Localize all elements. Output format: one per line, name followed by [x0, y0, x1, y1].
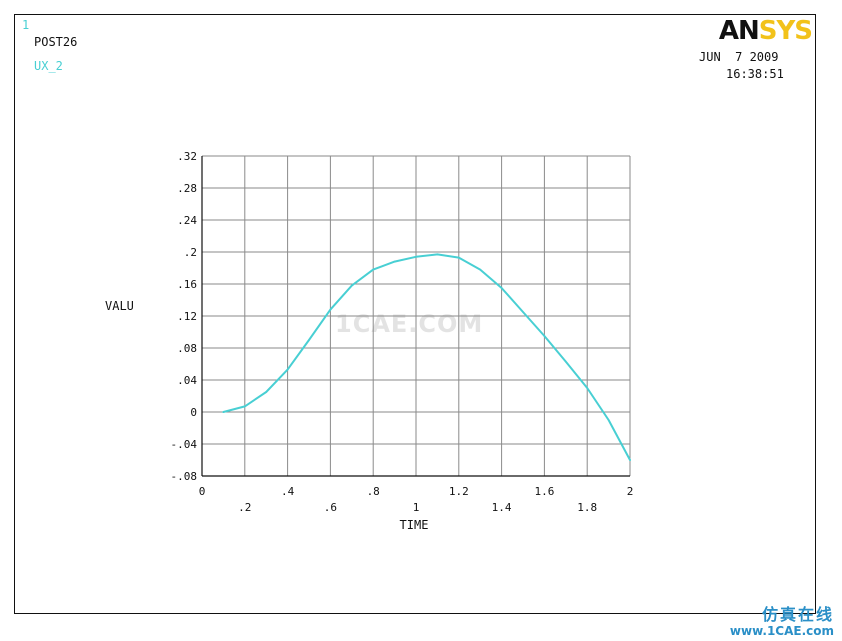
y-tick-label: .04 [177, 374, 197, 387]
time-stamp: 16:38:51 [726, 67, 784, 81]
logo-an: AN [718, 16, 760, 46]
data-point [586, 387, 588, 389]
x-tick-label: 0 [199, 485, 206, 498]
y-tick-label: 0 [190, 406, 197, 419]
y-tick-label: -.08 [171, 470, 198, 483]
y-axis-label: VALU [105, 299, 134, 313]
series-line-ux_2 [222, 253, 631, 461]
x-tick-label: 1.2 [449, 485, 469, 498]
data-point [265, 391, 268, 393]
x-tick-label: 1.8 [577, 501, 597, 514]
x-tick-label: 1.6 [534, 485, 554, 498]
x-axis-label: TIME [400, 518, 429, 532]
data-point [351, 284, 353, 287]
data-point [222, 411, 225, 413]
ansys-logo: ANSYS [718, 16, 813, 46]
variable-label: UX_2 [34, 59, 63, 73]
x-tick-label: .8 [367, 485, 380, 498]
data-point [393, 260, 396, 263]
y-tick-label: .24 [177, 214, 197, 227]
x-tick-label: .6 [324, 501, 337, 514]
x-tick-label: 2 [627, 485, 634, 498]
window-number: 1 [22, 18, 30, 32]
x-tick-label: .4 [281, 485, 295, 498]
data-point [543, 335, 546, 337]
data-point [629, 459, 631, 461]
x-tick-label: 1 [413, 501, 420, 514]
y-tick-label: .28 [177, 182, 197, 195]
data-point [436, 253, 439, 256]
watermark-url: www.1CAE.com [729, 624, 834, 638]
center-watermark: 1CAE.COM [335, 310, 484, 338]
data-point [286, 368, 289, 371]
plot-frame [14, 14, 816, 614]
data-point [607, 419, 610, 421]
y-tick-label: .08 [177, 342, 197, 355]
site-watermark: 仿真在线 www.1CAE.com [729, 605, 834, 639]
data-point [415, 255, 417, 258]
y-tick-label: .16 [177, 278, 197, 291]
y-tick-label: .12 [177, 310, 197, 323]
y-tick-label: .2 [184, 246, 197, 259]
data-point [458, 256, 460, 259]
y-tick-label: .32 [177, 150, 197, 163]
data-point [372, 268, 375, 271]
x-tick-label: .2 [238, 501, 251, 514]
data-point [479, 268, 482, 271]
data-point [308, 339, 310, 341]
data-point [329, 308, 332, 311]
date-stamp: JUN 7 2009 [699, 50, 779, 64]
post-label: POST26 [34, 35, 78, 49]
data-point [522, 311, 524, 313]
watermark-cn: 仿真在线 [761, 605, 834, 624]
x-tick-label: 1.4 [492, 501, 512, 514]
logo-sys: SYS [758, 16, 813, 46]
data-point [565, 360, 567, 363]
data-point [500, 287, 503, 289]
data-point [244, 405, 246, 408]
y-tick-label: -.04 [171, 438, 198, 451]
